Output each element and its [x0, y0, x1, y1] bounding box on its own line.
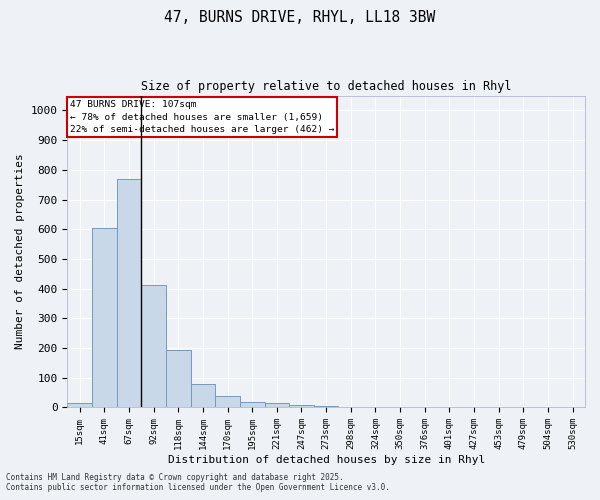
Bar [116, 178, 141, 408]
Bar [289, 405, 314, 407]
Text: 47 BURNS DRIVE: 107sqm
← 78% of detached houses are smaller (1,659)
22% of semi-: 47 BURNS DRIVE: 107sqm ← 78% of detached… [70, 100, 334, 134]
Bar [191, 384, 215, 407]
Bar [67, 403, 92, 407]
Title: Size of property relative to detached houses in Rhyl: Size of property relative to detached ho… [141, 80, 511, 93]
Bar [166, 350, 191, 408]
X-axis label: Distribution of detached houses by size in Rhyl: Distribution of detached houses by size … [167, 455, 485, 465]
Bar [314, 406, 338, 407]
Bar [215, 396, 240, 407]
Bar [240, 402, 265, 407]
Text: 47, BURNS DRIVE, RHYL, LL18 3BW: 47, BURNS DRIVE, RHYL, LL18 3BW [164, 10, 436, 25]
Bar [92, 228, 116, 408]
Y-axis label: Number of detached properties: Number of detached properties [15, 154, 25, 350]
Text: Contains HM Land Registry data © Crown copyright and database right 2025.
Contai: Contains HM Land Registry data © Crown c… [6, 473, 390, 492]
Bar [265, 403, 289, 407]
Bar [141, 285, 166, 408]
